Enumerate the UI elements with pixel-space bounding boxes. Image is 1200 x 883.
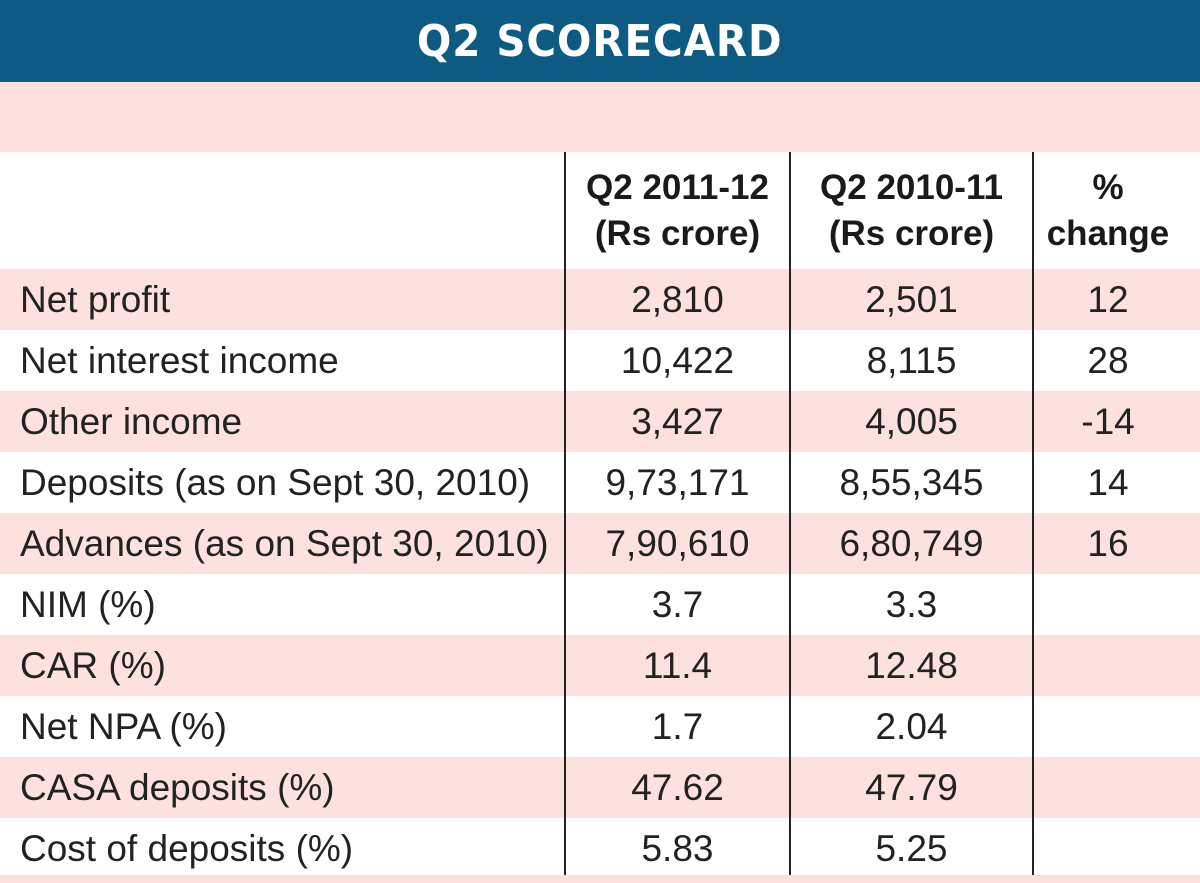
- table-row: Advances (as on Sept 30, 2010) 7,90,610 6,…: [0, 513, 1200, 574]
- header-spacer-band: [0, 82, 1200, 152]
- value-q2-2010-11: 8,55,345: [839, 461, 984, 503]
- col-header-q2-2011-12: Q2 2011-12 (Rs crore): [565, 152, 790, 269]
- value-percent-change: 14: [1087, 461, 1129, 503]
- value-q2-2011-12: 2,810: [631, 278, 724, 320]
- col-header-line1: %: [1092, 167, 1124, 207]
- value-q2-2011-12: 5.83: [641, 827, 714, 869]
- value-q2-2011-12: 47.62: [631, 766, 724, 808]
- row-label: NIM (%): [20, 583, 156, 625]
- table-row: Cost of deposits (%) 5.83 5.25: [0, 818, 1200, 879]
- scorecard-table: Q2 2011-12 (Rs crore) Q2 2010-11 (Rs cro…: [0, 152, 1200, 879]
- table-header-row: Q2 2011-12 (Rs crore) Q2 2010-11 (Rs cro…: [0, 152, 1200, 269]
- row-label: CAR (%): [20, 644, 166, 686]
- row-label: Advances (as on Sept 30, 2010): [20, 522, 549, 564]
- table-row: CASA deposits (%) 47.62 47.79: [0, 757, 1200, 818]
- value-percent-change: [1033, 635, 1183, 696]
- title-bar: Q2 SCORECARD: [0, 0, 1200, 82]
- value-q2-2010-11: 2,501: [865, 278, 958, 320]
- scorecard-title: Q2 SCORECARD: [417, 15, 783, 67]
- value-q2-2010-11: 5.25: [875, 827, 948, 869]
- row-label: Net NPA (%): [20, 705, 227, 747]
- table-row: CAR (%) 11.4 12.48: [0, 635, 1200, 696]
- row-label: Net profit: [20, 278, 171, 320]
- value-q2-2011-12: 9,73,171: [605, 461, 750, 503]
- table-row: Deposits (as on Sept 30, 2010) 9,73,171 8,…: [0, 452, 1200, 513]
- table-body: Net profit 2,810 2,501 12 Net interest incom…: [0, 269, 1200, 879]
- row-label: Net interest income: [20, 339, 339, 381]
- value-percent-change: 16: [1087, 522, 1129, 564]
- col-header-line1: Q2 2010-11: [820, 167, 1003, 207]
- column-divider: [1032, 152, 1034, 883]
- bottom-strip: [0, 875, 1200, 883]
- value-q2-2011-12: 1.7: [651, 705, 704, 747]
- value-q2-2011-12: 11.4: [642, 644, 713, 686]
- column-divider: [789, 152, 791, 883]
- value-q2-2011-12: 3,427: [631, 400, 724, 442]
- value-percent-change: [1033, 696, 1183, 757]
- row-label: Cost of deposits (%): [20, 827, 354, 869]
- value-q2-2010-11: 6,80,749: [839, 522, 984, 564]
- value-q2-2011-12: 7,90,610: [605, 522, 750, 564]
- value-q2-2011-12: 10,422: [620, 339, 735, 381]
- value-percent-change: [1033, 818, 1183, 879]
- table-row: Net NPA (%) 1.7 2.04: [0, 696, 1200, 757]
- value-q2-2010-11: 4,005: [865, 400, 958, 442]
- col-header-line2: (Rs crore): [828, 213, 995, 253]
- row-label: CASA deposits (%): [20, 766, 335, 808]
- value-q2-2010-11: 47.79: [865, 766, 958, 808]
- value-q2-2010-11: 3.3: [885, 583, 938, 625]
- col-header-percent-change: % change: [1033, 152, 1183, 269]
- value-q2-2010-11: 8,115: [866, 339, 957, 381]
- value-percent-change: [1033, 757, 1183, 818]
- col-header-q2-2010-11: Q2 2010-11 (Rs crore): [790, 152, 1033, 269]
- table-row: NIM (%) 3.7 3.3: [0, 574, 1200, 635]
- value-q2-2010-11: 12.48: [865, 644, 958, 686]
- col-header-line2: change: [1046, 213, 1170, 253]
- column-divider: [564, 152, 566, 883]
- col-header-line1: Q2 2011-12: [586, 167, 769, 207]
- row-label: Other income: [20, 400, 243, 442]
- table-row: Other income 3,427 4,005 -14: [0, 391, 1200, 452]
- value-percent-change: -14: [1081, 400, 1135, 442]
- value-percent-change: [1033, 574, 1183, 635]
- col-header-line2: (Rs crore): [594, 213, 761, 253]
- table-row: Net interest income 10,422 8,115 28: [0, 330, 1200, 391]
- value-percent-change: 12: [1087, 278, 1129, 320]
- value-percent-change: 28: [1087, 339, 1129, 381]
- row-label: Deposits (as on Sept 30, 2010): [20, 461, 531, 503]
- table-row: Net profit 2,810 2,501 12: [0, 269, 1200, 330]
- value-q2-2010-11: 2.04: [875, 705, 948, 747]
- value-q2-2011-12: 3.7: [651, 583, 704, 625]
